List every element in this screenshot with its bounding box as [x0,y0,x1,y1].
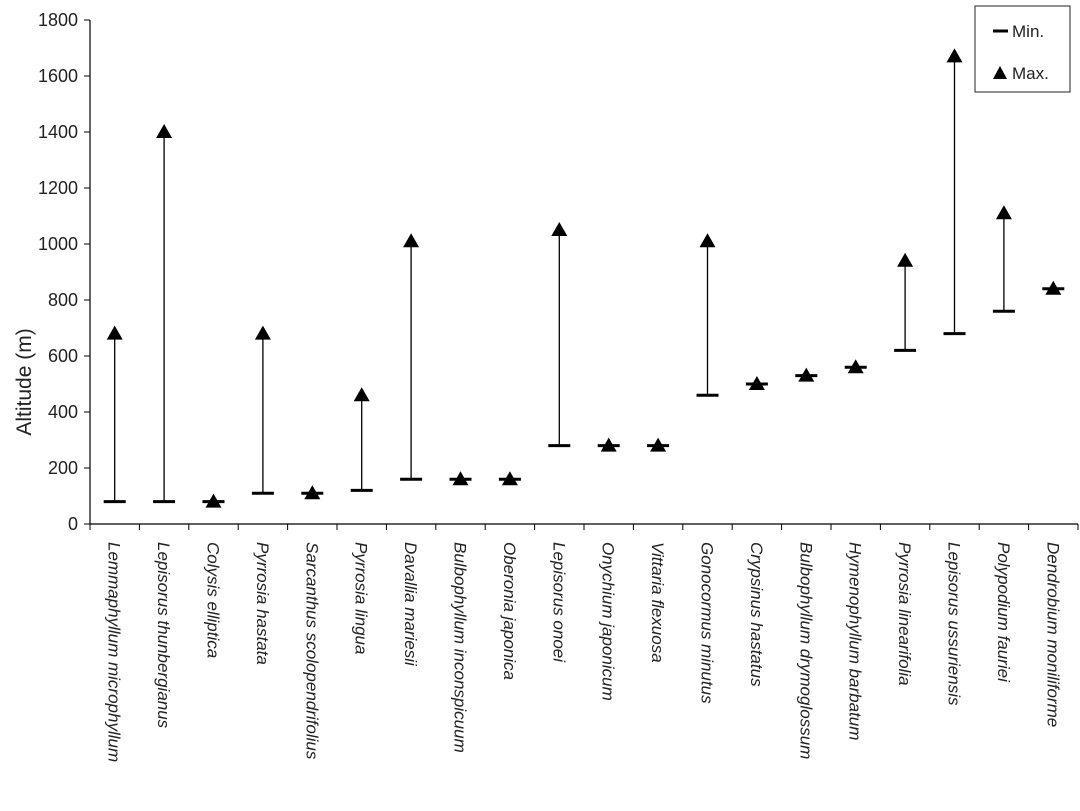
legend: Min. Max. [974,5,1071,93]
max-marker [995,205,1012,220]
max-marker [353,387,370,402]
y-axis-title: Altitude (m) [13,328,36,435]
category-label: Lepisorus onoei [549,542,568,663]
max-marker [897,252,914,267]
max-marker [205,493,222,508]
category-label: Pyrrosia linearifolia [895,542,914,686]
max-marker [847,359,864,374]
legend-min-label: Min. [1012,22,1044,41]
range-markers [103,48,1065,508]
max-marker [501,471,518,486]
y-tick-label: 800 [48,290,78,310]
y-tick-label: 600 [48,346,78,366]
max-marker [699,233,716,248]
max-marker [798,367,815,382]
max-marker [452,471,469,486]
max-marker [403,233,420,248]
category-label: Pyrrosia lingua [352,542,371,654]
legend-box [974,5,1071,93]
category-label: Bulbophyllum inconspicuum [451,542,470,753]
y-tick-label: 400 [48,402,78,422]
category-label: Sarcanthus scolopendrifolius [302,542,321,760]
y-tick-label: 1200 [38,178,78,198]
max-marker [551,222,568,236]
max-marker [748,376,765,390]
y-tick-label: 1800 [38,10,78,30]
y-tick-label: 1400 [38,122,78,142]
category-label: Lepisorus ussuriensis [945,542,964,706]
axes [89,20,1078,525]
max-marker [650,437,667,452]
max-marker [156,124,173,138]
legend-max-marker [993,66,1007,79]
category-label: Lemmaphyllum microphyllum [105,542,124,762]
max-marker [304,485,321,500]
y-tick-label: 0 [68,514,78,534]
max-marker [946,48,963,63]
category-label: Colysis elliptica [204,542,223,658]
category-label: Crypsinus hastatus [747,542,766,687]
category-label: Dendrobium moniliforme [1043,542,1062,727]
category-label: Lepisorus thunbergianus [154,542,173,729]
y-ticks: 0 200 400 600 800 1000 1200 1400 1600 1800 [38,10,90,534]
category-label: Polypodium fauriei [994,542,1013,683]
category-label: Hymenophyllum barbatum [846,542,865,740]
category-label: Vittaria flexuosa [648,542,667,663]
category-label: Davallia mariesii [401,542,420,667]
category-label: Oberonia japonica [500,542,519,680]
max-marker [106,325,123,340]
category-label: Onychium japonicum [599,542,618,701]
max-marker [600,437,617,452]
y-tick-label: 1600 [38,66,78,86]
category-label: Bulbophyllum drymoglossum [796,542,815,759]
category-label: Pyrrosia hastata [253,542,272,665]
category-labels: Lemmaphyllum microphyllum Lepisorus thunb… [89,524,1079,762]
legend-max-label: Max. [1012,64,1049,83]
category-label: Gonocormus minutus [698,542,717,704]
y-tick-label: 1000 [38,234,78,254]
y-tick-label: 200 [48,458,78,478]
max-marker [1045,280,1062,295]
max-marker [254,325,271,340]
